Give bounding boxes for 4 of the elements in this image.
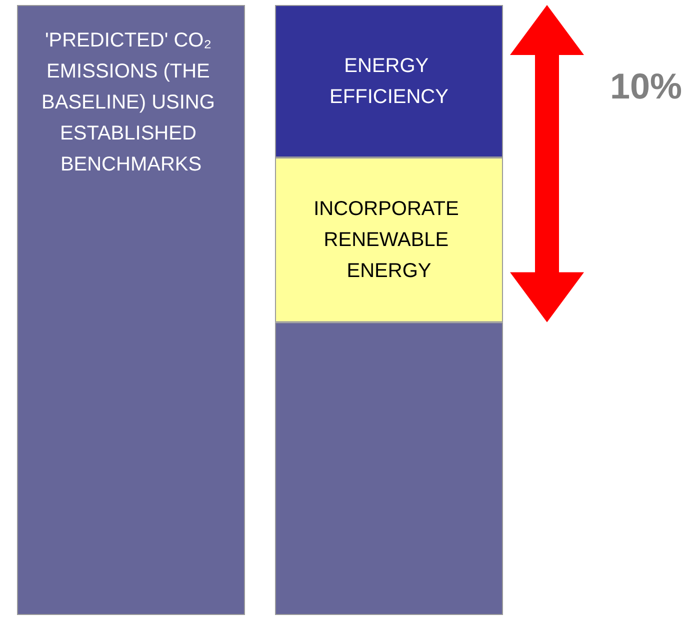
series-label: 'PREDICTED' CO₂ EMISSIONS (THE BASELINE) USING ESTABLISHED BENCHMARKS (42, 30, 220, 176)
series-label: INCORPORATE RENEWABLE ENERGY (314, 198, 464, 282)
series-label: ENERGY EFFICIENCY (330, 54, 448, 108)
text: 10% (610, 66, 682, 107)
